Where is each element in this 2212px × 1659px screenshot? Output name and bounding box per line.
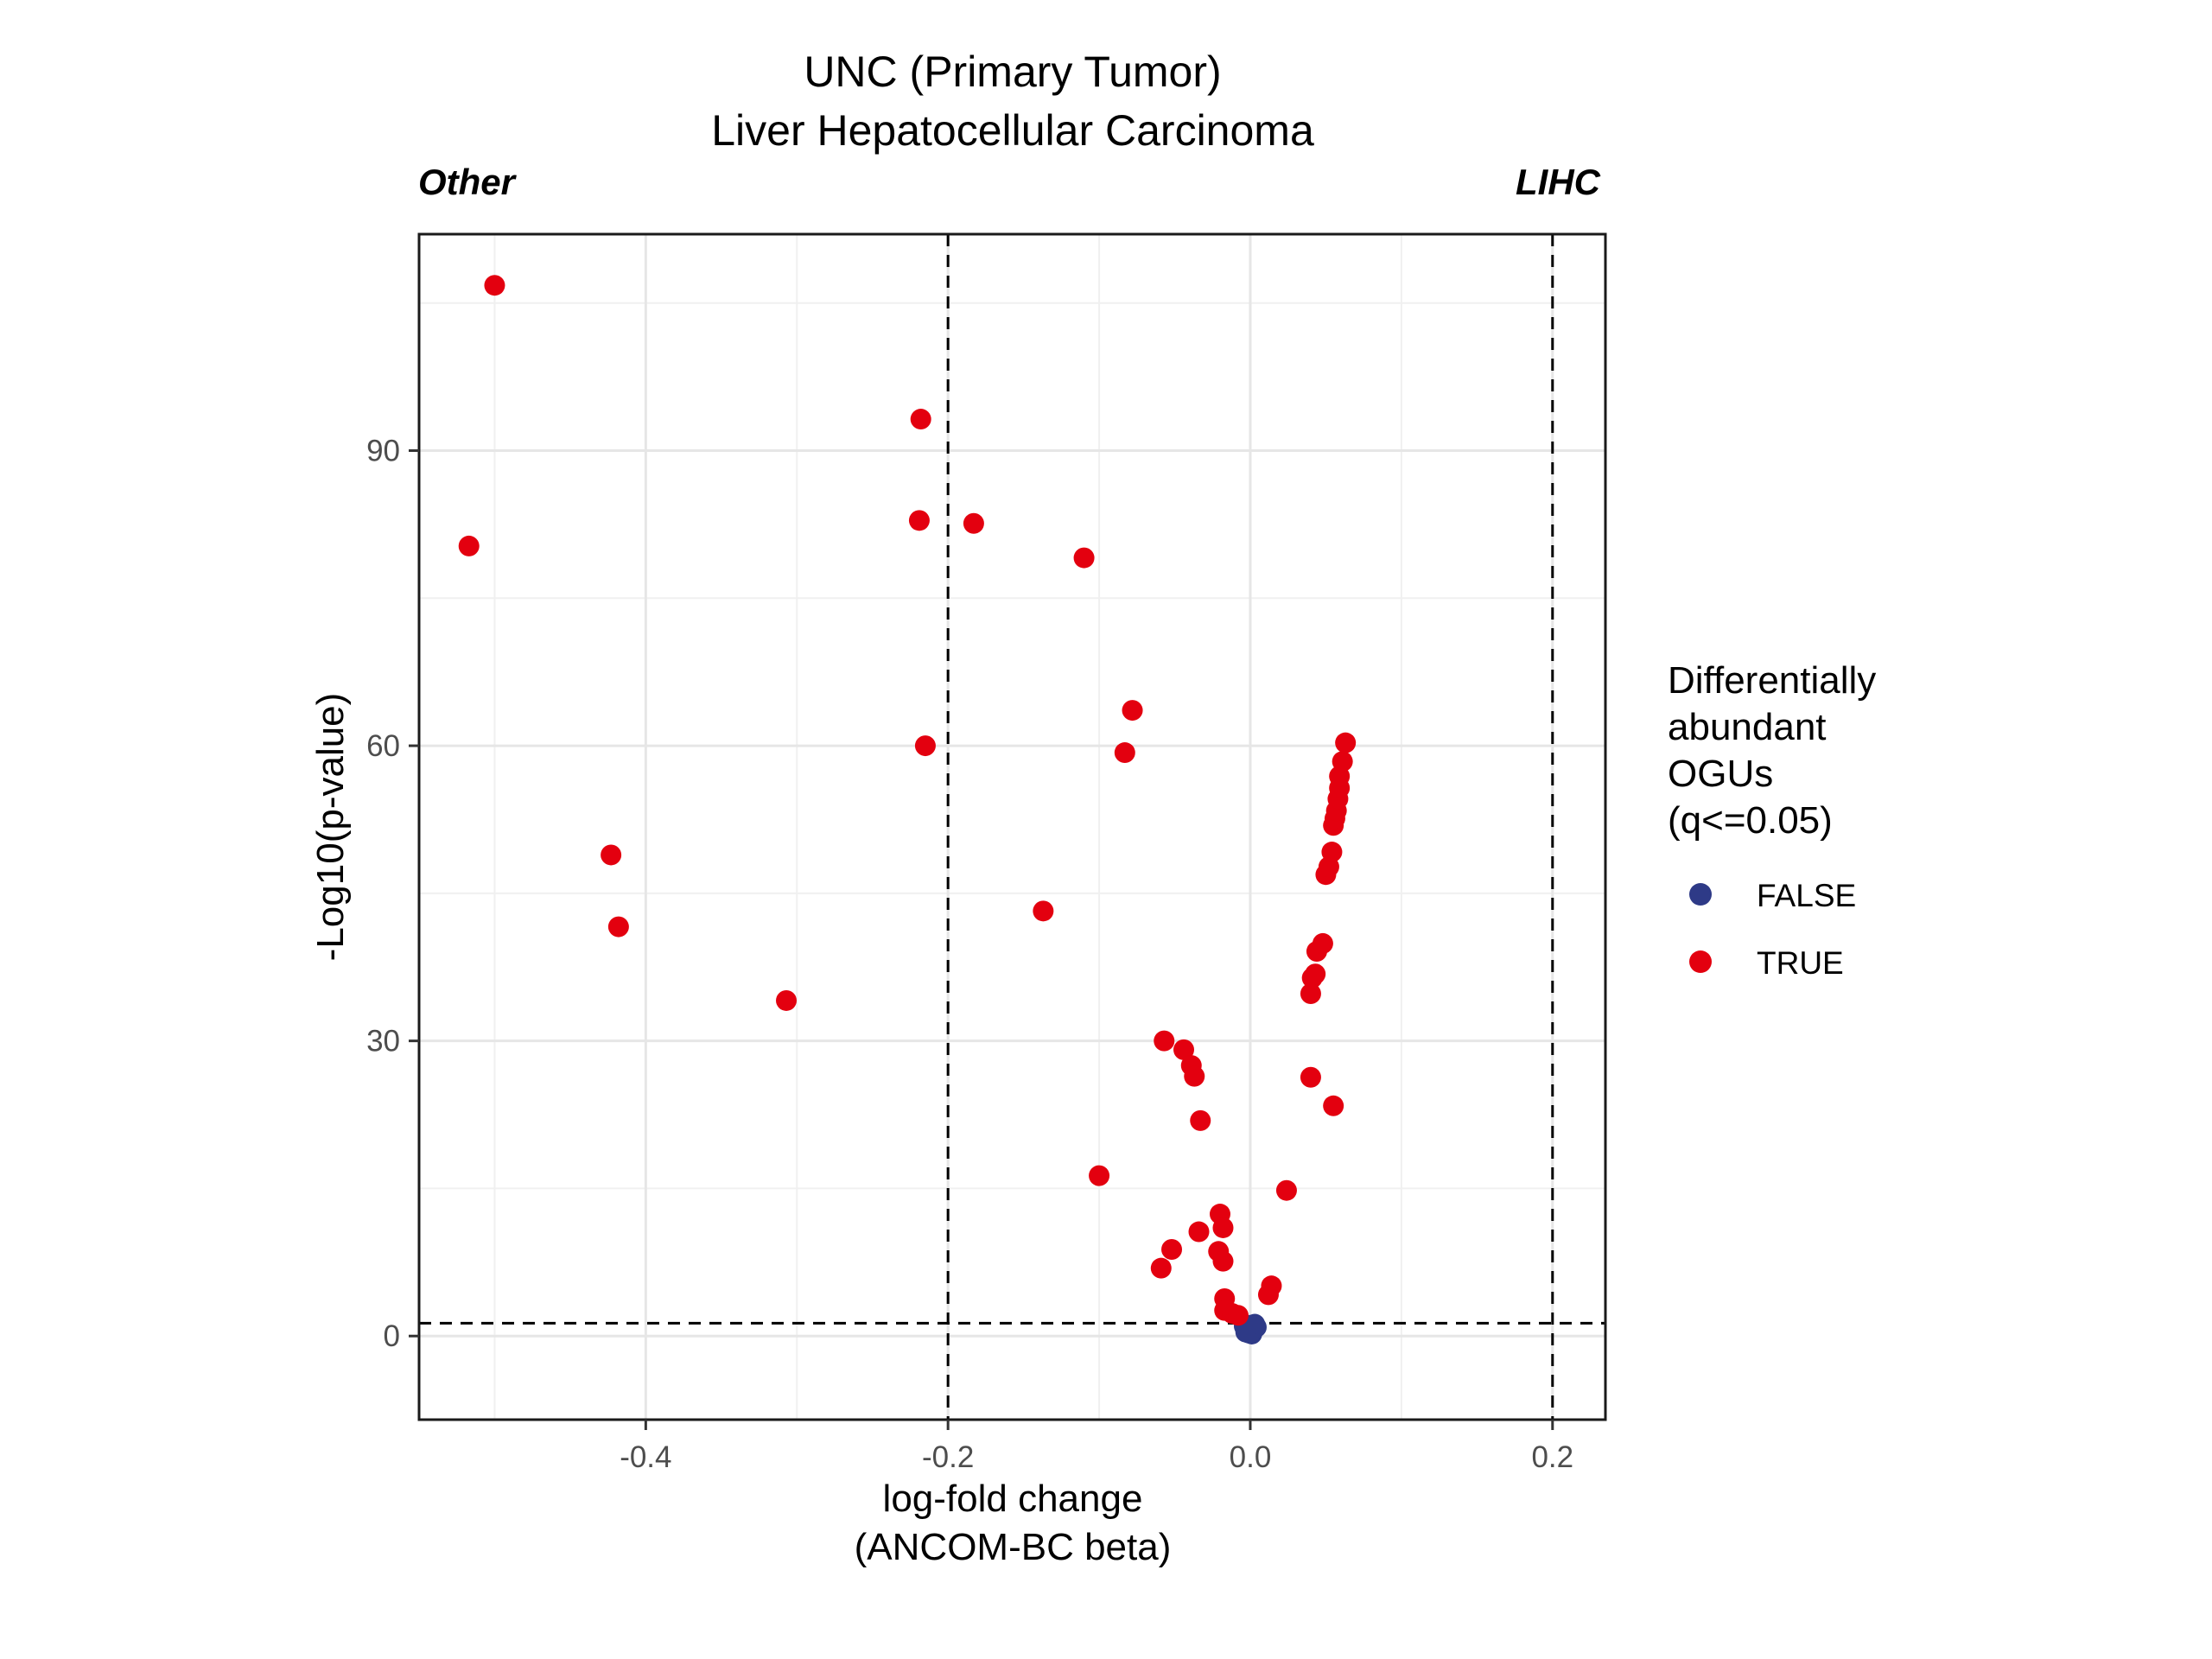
legend-key-false (1689, 883, 1712, 906)
x-tick-label: 0.2 (1531, 1440, 1573, 1474)
legend-title-line3: OGUs (1668, 753, 1773, 795)
point-true (1312, 932, 1333, 954)
y-tick-label: 30 (366, 1025, 400, 1058)
chart-subtitle: Liver Hepatocellular Carcinoma (711, 106, 1314, 155)
y-tick-label: 90 (366, 434, 400, 467)
point-true (914, 735, 936, 757)
point-true (484, 275, 505, 296)
corner-label-lihc: LIHC (1516, 162, 1601, 202)
legend-title-line4: (q<=0.05) (1668, 799, 1833, 842)
legend-key-true (1689, 950, 1712, 973)
point-true (1305, 963, 1326, 985)
x-tick-label: -0.2 (922, 1440, 974, 1474)
legend: Differentially abundant OGUs (q<=0.05) F… (1668, 659, 1876, 981)
point-true (1332, 751, 1353, 772)
point-true (1300, 1066, 1321, 1088)
y-tick-label: 60 (366, 729, 400, 763)
point-true (607, 916, 629, 938)
point-true (1122, 700, 1143, 721)
panel-border (417, 232, 1607, 1421)
point-true (1033, 900, 1054, 922)
point-true (910, 409, 931, 430)
point-true (776, 989, 798, 1011)
point-true (1173, 1039, 1195, 1060)
legend-title-line2: abundant (1668, 706, 1827, 748)
x-tick-label: -0.4 (620, 1440, 671, 1474)
y-axis-label: -Log10(p-value) (309, 693, 352, 962)
legend-title-line1: Differentially (1668, 659, 1876, 702)
x-axis-label-line1: log-fold change (883, 1478, 1143, 1520)
point-true (1188, 1221, 1210, 1243)
point-true (1184, 1065, 1205, 1087)
point-true (1154, 1030, 1175, 1052)
point-true (1212, 1217, 1234, 1238)
point-true (963, 512, 984, 534)
point-true (1335, 732, 1357, 753)
point-true (1114, 742, 1135, 764)
point-true (1227, 1305, 1249, 1326)
point-true (1150, 1257, 1172, 1279)
point-true (601, 844, 622, 866)
point-true (1300, 982, 1321, 1004)
point-true (1212, 1250, 1234, 1272)
y-axis-ticks: 0 30 60 90 (366, 434, 419, 1353)
point-true (1275, 1179, 1297, 1201)
reference-lines (419, 234, 1605, 1420)
x-axis-label-line2: (ANCOM-BC beta) (855, 1526, 1172, 1568)
grid-minor (419, 234, 1605, 1420)
y-tick-label: 0 (384, 1319, 400, 1353)
point-true (1161, 1239, 1183, 1261)
data-points (458, 275, 1357, 1344)
x-tick-label: 0.0 (1230, 1440, 1272, 1474)
point-true (1257, 1284, 1279, 1306)
point-true (908, 510, 930, 531)
corner-label-other: Other (418, 162, 518, 202)
point-true (1190, 1109, 1211, 1131)
point-true (1073, 547, 1095, 569)
legend-label-true: TRUE (1757, 945, 1844, 981)
legend-label-false: FALSE (1757, 878, 1856, 913)
point-true (1323, 1095, 1344, 1116)
point-true (1089, 1165, 1110, 1186)
chart-title: UNC (Primary Tumor) (804, 48, 1221, 96)
x-axis-ticks: -0.4 -0.2 0.0 0.2 (620, 1420, 1573, 1474)
point-true (458, 535, 480, 556)
point-true (1321, 842, 1343, 863)
